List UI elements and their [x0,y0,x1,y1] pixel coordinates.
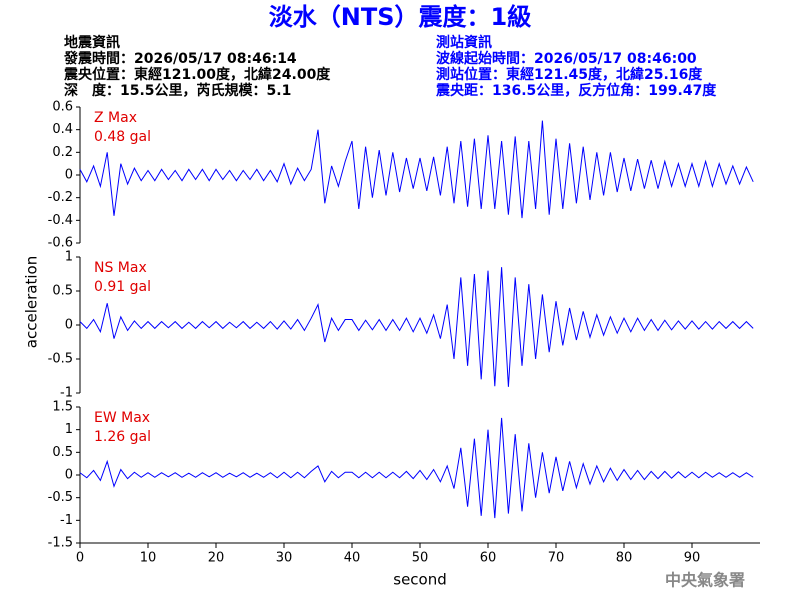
y-tick-label: -1 [60,386,73,401]
y-tick-label: 0.2 [52,145,73,160]
max-annotation: 1.26 gal [94,429,151,445]
y-tick-label: 1 [65,250,73,265]
event-info-line: 地震資訊 [64,34,120,51]
x-tick-label: 10 [140,551,157,566]
y-tick-label: 0 [65,318,73,333]
event-info-line: 深 度：15.5公里，芮氏規模：5.1 [64,82,291,99]
station-info: 測站資訊 波線起始時間：2026/05/17 08:46:00 測站位置：東經1… [435,34,717,99]
event-info-line: 發震時間：2026/05/17 08:46:14 [63,50,297,67]
x-tick-label: 80 [616,551,633,566]
station-info-line: 測站資訊 [436,34,492,51]
y-tick-label: -0.5 [48,352,73,367]
event-info: 地震資訊 發震時間：2026/05/17 08:46:14 震央位置：東經121… [63,34,331,99]
max-annotation: EW Max [94,410,150,426]
x-tick-label: 40 [344,551,361,566]
y-tick-label: 0.5 [52,445,73,460]
y-tick-label: -1.5 [48,536,73,551]
y-tick-label: 1.5 [52,400,73,415]
max-annotation: 0.91 gal [94,279,151,295]
waveform [79,120,754,219]
station-info-line: 測站位置：東經121.45度，北緯25.16度 [436,66,703,83]
waveform [79,267,754,387]
x-tick-label: 20 [208,551,225,566]
x-tick-label: 50 [412,551,429,566]
y-tick-label: -0.4 [48,213,73,228]
max-annotation: Z Max [94,110,137,126]
y-tick-label: 0 [65,168,73,183]
x-tick-label: 0 [76,551,84,566]
station-info-line: 波線起始時間：2026/05/17 08:46:00 [436,50,697,67]
y-axis-label: acceleration [23,256,41,348]
chart-title: 淡水（NTS）震度：1級 [269,3,531,31]
y-tick-label: -0.2 [48,190,73,205]
waveform [79,417,754,519]
y-tick-label: -0.6 [48,236,73,251]
y-tick-label: 0 [65,468,73,483]
x-tick-label: 90 [684,551,701,566]
event-info-line: 震央位置：東經121.00度，北緯24.00度 [63,66,331,83]
x-tick-label: 30 [276,551,293,566]
x-tick-label: 70 [548,551,565,566]
max-annotation: NS Max [94,260,147,276]
y-tick-label: 0.6 [52,100,73,115]
y-tick-label: 0.4 [52,122,73,137]
y-tick-label: 1 [65,422,73,437]
footer: 中央氣象署 [665,571,745,590]
y-tick-label: 0.5 [52,284,73,299]
y-tick-label: -0.5 [48,490,73,505]
y-tick-label: -1 [60,513,73,528]
max-annotation: 0.48 gal [94,129,151,145]
x-tick-label: 60 [480,551,497,566]
x-axis-label: second [393,571,447,589]
station-info-line: 震央距：136.5公里，反方位角：199.47度 [435,82,717,99]
